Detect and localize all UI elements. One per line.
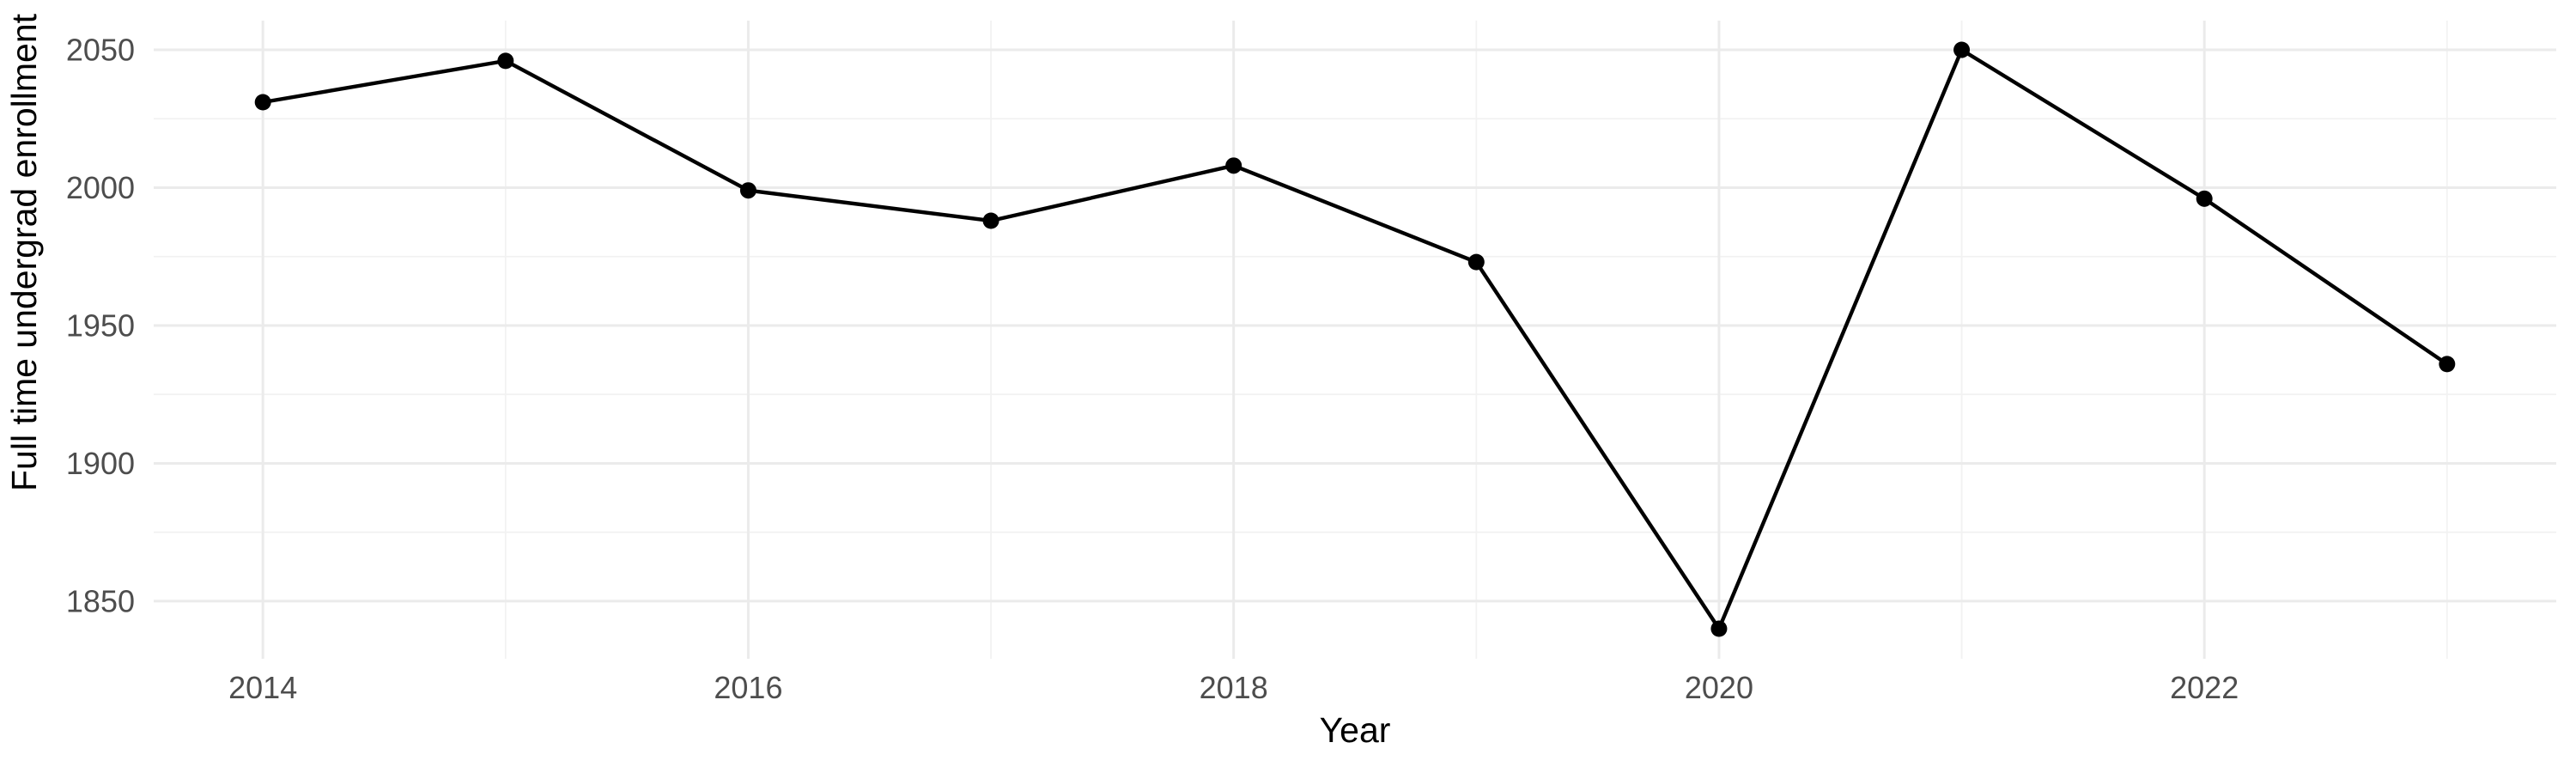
x-tick-label: 2016	[714, 670, 782, 705]
data-point	[254, 94, 271, 111]
y-axis-title: Full time undergrad enrollment	[4, 13, 44, 491]
x-tick-label: 2018	[1200, 670, 1268, 705]
y-tick-label: 2000	[66, 170, 135, 205]
data-series-layer	[254, 41, 2456, 637]
data-point	[2196, 190, 2213, 207]
x-tick-label: 2020	[1685, 670, 1753, 705]
x-axis-tick-labels: 2014 2016 2018 2020 2022	[228, 670, 2239, 705]
data-point	[1953, 41, 1971, 58]
y-tick-label: 1850	[66, 584, 135, 619]
series-line	[260, 47, 2450, 631]
data-point	[1225, 157, 1242, 174]
y-tick-label: 1900	[66, 446, 135, 481]
x-tick-label: 2022	[2170, 670, 2239, 705]
data-point	[982, 212, 999, 229]
y-tick-label: 1950	[66, 308, 135, 344]
data-point	[1467, 253, 1485, 271]
data-point	[1710, 620, 1728, 637]
y-tick-label: 2050	[66, 33, 135, 68]
major-gridlines	[154, 21, 2556, 659]
data-point	[497, 52, 514, 70]
data-point	[739, 182, 756, 199]
y-axis-tick-labels: 1850 1900 1950 2000 2050	[66, 33, 135, 619]
x-axis-title: Year	[1320, 710, 1391, 750]
x-tick-label: 2014	[228, 670, 297, 705]
minor-gridlines	[154, 21, 2556, 659]
data-point	[2439, 356, 2456, 373]
